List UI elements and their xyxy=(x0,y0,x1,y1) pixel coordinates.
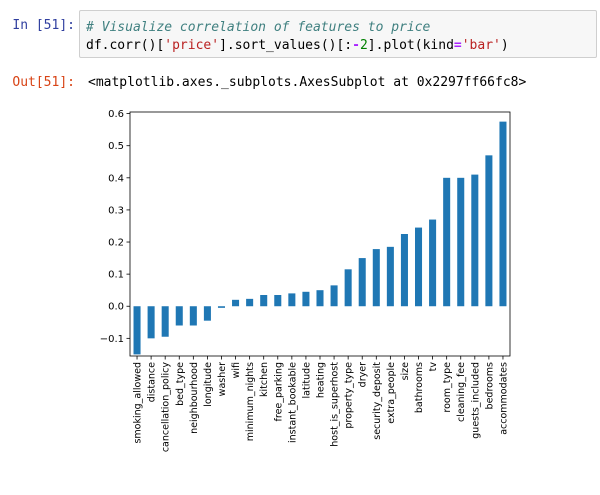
x-tick-label: bedrooms xyxy=(484,362,495,409)
x-tick-label: free_parking xyxy=(273,362,284,421)
bar-heating xyxy=(316,290,324,307)
bar-bathrooms xyxy=(415,227,423,307)
x-tick-label: host_is_superhost xyxy=(330,362,341,447)
x-tick-label: minimum_nights xyxy=(245,362,256,441)
plot-frame xyxy=(129,111,511,357)
code-text: ) xyxy=(500,38,509,53)
bar-wifi xyxy=(232,299,240,307)
y-axis: −0.1 0.0 0.1 0.2 0.3 0.4 0.5 0.6 xyxy=(100,109,130,345)
code-text: ].sort_values()[: xyxy=(219,38,353,53)
bar-room_type xyxy=(443,177,451,307)
x-tick-label: extra_people xyxy=(386,362,397,424)
bar-instant_bookable xyxy=(288,293,296,307)
x-tick-label: distance xyxy=(147,362,158,402)
code-operator: = xyxy=(453,38,462,53)
x-tick-label: security_deposit xyxy=(372,362,383,440)
bar-size xyxy=(400,234,408,307)
code-line: df.corr()['price'].sort_values()[:-2].pl… xyxy=(86,38,509,53)
code-operator: - xyxy=(352,38,360,53)
bar-security_deposit xyxy=(372,249,380,307)
bar-kitchen xyxy=(260,295,268,307)
y-tick-label: 0.5 xyxy=(108,141,124,152)
y-tick-label: 0.4 xyxy=(108,173,124,184)
bar-latitude xyxy=(302,291,310,307)
bar-cancellation_policy xyxy=(161,306,169,337)
y-tick-label: 0.1 xyxy=(108,270,124,281)
bar-accommodates xyxy=(499,121,507,307)
y-tick-label: 0.2 xyxy=(108,238,124,249)
y-tick-label: 0.6 xyxy=(108,109,124,120)
x-tick-label: longitude xyxy=(203,362,214,407)
code-cell-input[interactable]: # Visualize correlation of features to p… xyxy=(79,10,597,58)
x-tick-label: dryer xyxy=(358,362,369,387)
x-tick-label: latitude xyxy=(301,362,312,399)
y-tick-label: −0.1 xyxy=(100,334,124,345)
x-tick-label: heating xyxy=(316,362,327,398)
x-tick-label: accommodates xyxy=(498,362,509,435)
code-number: 2 xyxy=(359,38,368,53)
x-tick-label: instant_bookable xyxy=(287,362,298,443)
x-tick-label: smoking_allowed xyxy=(133,362,144,444)
output-repr: <matplotlib.axes._subplots.AxesSubplot a… xyxy=(88,75,527,90)
x-tick-label: bed_type xyxy=(175,362,186,406)
x-tick-label: room_type xyxy=(442,362,453,413)
code-string: 'bar' xyxy=(461,38,501,53)
x-tick-label: size xyxy=(400,362,411,381)
x-tick-label: neighbourhood xyxy=(189,362,200,434)
x-tick-label: bathrooms xyxy=(414,362,425,413)
bar-extra_people xyxy=(386,246,394,307)
x-tick-label: cancellation_policy xyxy=(161,362,172,453)
x-tick-label: washer xyxy=(217,362,228,396)
bar-free_parking xyxy=(274,295,282,307)
bar-longitude xyxy=(203,306,211,321)
x-tick-label: kitchen xyxy=(259,362,270,397)
y-tick-label: 0.0 xyxy=(108,302,124,313)
x-tick-label: property_type xyxy=(344,362,355,429)
x-tick-label: cleaning_fee xyxy=(456,362,467,422)
bars-group xyxy=(133,121,507,355)
bar-dryer xyxy=(358,258,366,307)
code-text: df.corr()[ xyxy=(86,38,165,53)
x-tick-label: guests_included xyxy=(470,362,481,439)
bar-cleaning_fee xyxy=(457,177,465,307)
bar-host_is_superhost xyxy=(330,285,338,307)
code-string: 'price' xyxy=(164,38,220,53)
x-tick-label: tv xyxy=(428,362,439,372)
x-tick-label: wifi xyxy=(231,362,242,378)
bar-distance xyxy=(147,306,155,339)
bar-washer xyxy=(217,306,225,308)
code-comment: # Visualize correlation of features to p… xyxy=(86,20,431,35)
y-tick-label: 0.3 xyxy=(108,205,124,216)
code-text: ].plot(kind xyxy=(367,38,454,53)
x-axis: smoking_allowed distance cancellation_poli… xyxy=(133,356,509,453)
input-prompt: In [51]: xyxy=(12,18,75,33)
bar-property_type xyxy=(344,269,352,307)
output-prompt: Out[51]: xyxy=(12,75,75,90)
bar-bedrooms xyxy=(485,155,493,307)
bar-guests_included xyxy=(471,174,479,307)
bar-tv xyxy=(429,219,437,307)
bar-smoking_allowed xyxy=(133,306,141,355)
bar-minimum_nights xyxy=(246,298,254,307)
bar-bed_type xyxy=(175,306,183,326)
bar-neighbourhood xyxy=(189,306,197,326)
